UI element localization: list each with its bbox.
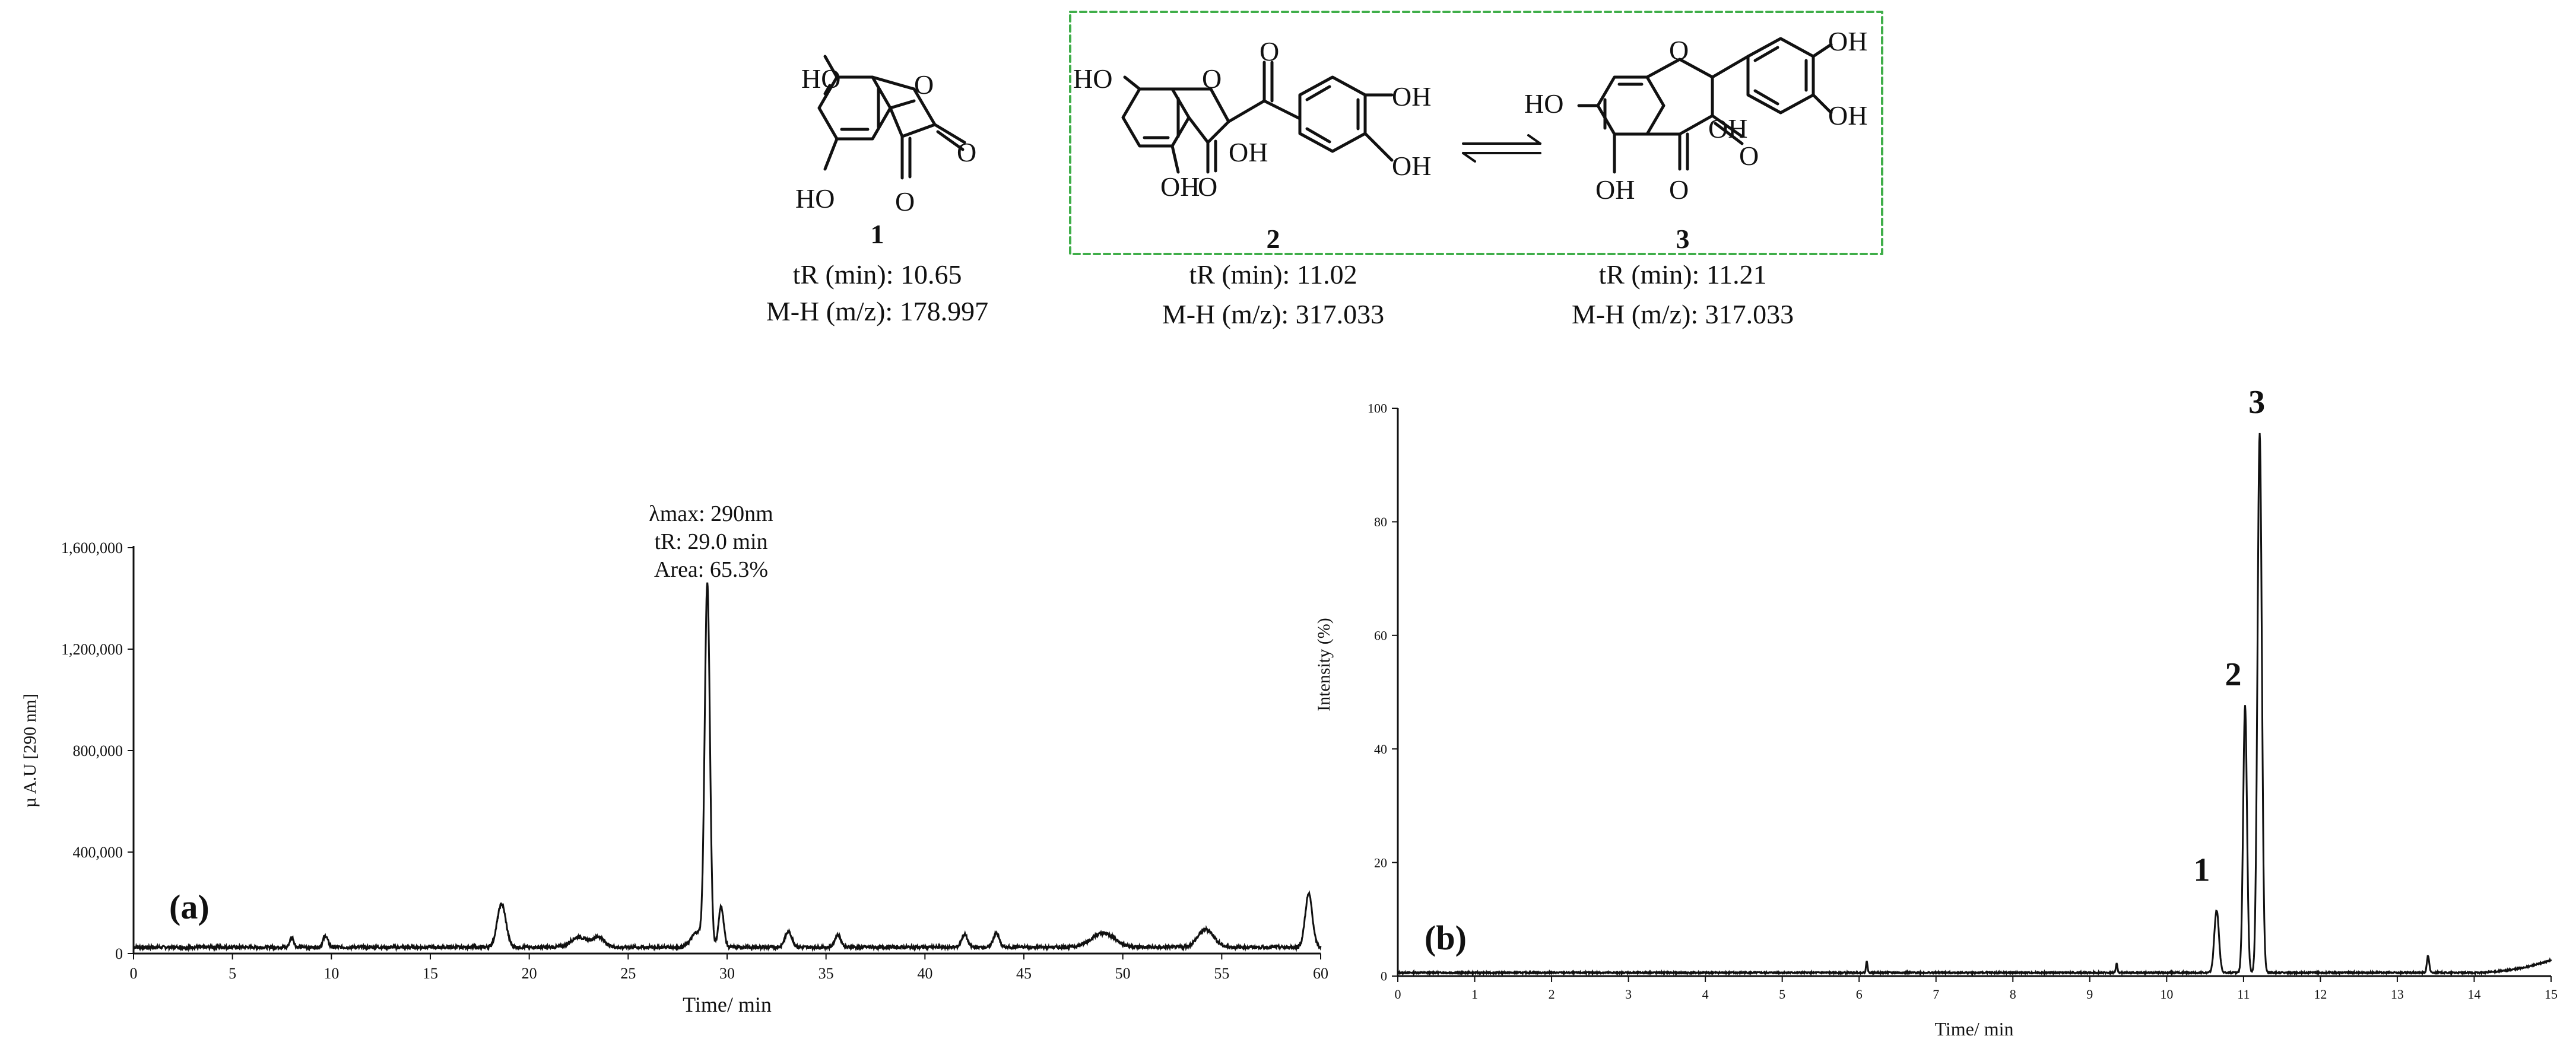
x-tick-label: 20 bbox=[522, 965, 537, 982]
chart-a-annotation-area: Area: 65.3% bbox=[654, 557, 768, 582]
compound-2-structure bbox=[1121, 61, 1394, 174]
equilibrium-box bbox=[1069, 11, 1883, 255]
x-tick-label: 0 bbox=[1395, 987, 1401, 1002]
chart-a-xlabel: Time/ min bbox=[683, 993, 772, 1016]
compound-3-b-ring bbox=[1746, 37, 1815, 115]
compound-2-ho-top: HO bbox=[1073, 63, 1112, 94]
compound-1-number: 1 bbox=[871, 219, 884, 249]
x-tick-label: 1 bbox=[1471, 987, 1478, 1002]
x-tick-label: 15 bbox=[2545, 987, 2558, 1002]
peak-label-3: 3 bbox=[2248, 384, 2265, 421]
compound-3-oh-5: OH bbox=[1595, 174, 1635, 205]
x-tick-label: 10 bbox=[2160, 987, 2173, 1002]
structures-section: HO HO O O O bbox=[795, 11, 1883, 255]
chart-b-peak-labels: 1 2 3 bbox=[2194, 384, 2266, 889]
x-tick-label: 5 bbox=[1779, 987, 1785, 1002]
x-tick-label: 25 bbox=[620, 965, 636, 982]
compound-2-tr: tR (min): 11.02 bbox=[1189, 259, 1357, 290]
x-tick-label: 5 bbox=[229, 965, 236, 982]
compound-1-ring-o: O bbox=[914, 69, 934, 100]
compound-3-carbonyl-o4: O bbox=[1669, 174, 1689, 205]
compound-3-carbonyl-o3: O bbox=[1739, 141, 1759, 171]
chart-a-trace bbox=[133, 582, 1322, 952]
chart-b-xlabel: Time/ min bbox=[1934, 1018, 2013, 1040]
x-tick-label: 7 bbox=[1933, 987, 1939, 1002]
chart-a-panel-label: (a) bbox=[169, 888, 210, 926]
compound-2-c2-oh: OH bbox=[1229, 137, 1268, 167]
chart-a-annotation-lambda: λmax: 290nm bbox=[649, 501, 773, 526]
x-tick-label: 35 bbox=[819, 965, 834, 982]
compound-1-ho-top: HO bbox=[801, 63, 840, 94]
chart-b-panel-label: (b) bbox=[1425, 919, 1467, 957]
compound-1-ho-bottom: HO bbox=[795, 183, 835, 214]
y-tick-label: 0 bbox=[115, 945, 123, 962]
x-tick-label: 15 bbox=[423, 965, 438, 982]
y-tick-label: 20 bbox=[1374, 855, 1387, 870]
compound-2-number: 2 bbox=[1267, 224, 1280, 254]
compound-1-carbonyl-o2: O bbox=[895, 186, 915, 217]
chart-b-ylabel: Intensity (%) bbox=[1314, 618, 1334, 711]
x-tick-label: 11 bbox=[2237, 987, 2250, 1002]
compound-3-ring-o: O bbox=[1669, 35, 1689, 65]
compound-1-mz: M-H (m/z): 178.997 bbox=[766, 296, 988, 326]
x-tick-label: 45 bbox=[1016, 965, 1032, 982]
chart-a-ticks: 0 5 10 15 20 25 30 35 40 45 50 55 60 0 400,000 800,000 1… bbox=[61, 539, 1328, 982]
x-tick-label: 8 bbox=[2010, 987, 2016, 1002]
x-tick-label: 0 bbox=[130, 965, 138, 982]
compound-2-ketone-o: O bbox=[1260, 36, 1279, 66]
compound-2-carbonyl-o: O bbox=[1198, 171, 1217, 202]
compound-3-ho: HO bbox=[1524, 88, 1563, 119]
chart-a-annotation-tr: tR: 29.0 min bbox=[654, 529, 767, 554]
compound-info: 1 tR (min): 10.65 M-H (m/z): 178.997 2 t… bbox=[766, 219, 1794, 329]
compound-2-mz: M-H (m/z): 317.033 bbox=[1162, 299, 1384, 329]
y-tick-label: 60 bbox=[1374, 628, 1387, 643]
x-tick-label: 55 bbox=[1214, 965, 1229, 982]
x-tick-label: 50 bbox=[1115, 965, 1131, 982]
compound-2-oh-bottom: OH bbox=[1160, 171, 1200, 202]
compound-3-mz: M-H (m/z): 317.033 bbox=[1572, 299, 1794, 329]
compound-3-tr: tR (min): 11.21 bbox=[1598, 259, 1766, 290]
compound-1-structure bbox=[817, 55, 966, 180]
chart-a: 0 5 10 15 20 25 30 35 40 45 50 55 60 0 400,000 800,000 1… bbox=[20, 501, 1328, 1016]
peak-label-1: 1 bbox=[2194, 852, 2210, 889]
x-tick-label: 40 bbox=[917, 965, 932, 982]
compound-3-c2-oh: OH bbox=[1708, 113, 1747, 144]
x-tick-label: 4 bbox=[1702, 987, 1709, 1002]
x-tick-label: 3 bbox=[1625, 987, 1632, 1002]
chart-a-ylabel: µ A.U [290 nm] bbox=[20, 694, 40, 808]
equilibrium-arrows bbox=[1462, 134, 1541, 163]
x-tick-label: 14 bbox=[2467, 987, 2480, 1002]
compound-2-oh-meta: OH bbox=[1392, 81, 1431, 112]
x-tick-label: 6 bbox=[1856, 987, 1863, 1002]
x-tick-label: 60 bbox=[1313, 965, 1328, 982]
y-tick-label: 1,200,000 bbox=[61, 641, 123, 658]
x-tick-label: 13 bbox=[2391, 987, 2404, 1002]
x-tick-label: 12 bbox=[2314, 987, 2327, 1002]
compound-2-catechol-ring bbox=[1298, 75, 1367, 153]
y-tick-label: 80 bbox=[1374, 514, 1387, 529]
y-tick-label: 800,000 bbox=[73, 742, 123, 760]
x-tick-label: 10 bbox=[323, 965, 339, 982]
y-tick-label: 1,600,000 bbox=[61, 539, 123, 557]
x-tick-label: 30 bbox=[719, 965, 735, 982]
y-tick-label: 100 bbox=[1368, 401, 1387, 416]
x-tick-label: 2 bbox=[1549, 987, 1555, 1002]
compound-2-oh-para: OH bbox=[1392, 151, 1431, 181]
x-tick-label: 9 bbox=[2086, 987, 2093, 1002]
compound-1-tr: tR (min): 10.65 bbox=[793, 259, 962, 290]
compound-3-number: 3 bbox=[1676, 224, 1690, 254]
compound-3-structure bbox=[1577, 37, 1833, 174]
y-tick-label: 40 bbox=[1374, 742, 1387, 757]
y-tick-label: 0 bbox=[1381, 969, 1387, 984]
compound-3-oh-4p: OH bbox=[1828, 26, 1867, 56]
compound-2-ring-o: O bbox=[1202, 63, 1222, 94]
chart-b-trace bbox=[1397, 433, 2552, 977]
compound-1-carbonyl-o: O bbox=[957, 137, 976, 167]
peak-label-2: 2 bbox=[2225, 656, 2241, 693]
compound-3-oh-3p: OH bbox=[1828, 100, 1867, 131]
y-tick-label: 400,000 bbox=[73, 844, 123, 861]
